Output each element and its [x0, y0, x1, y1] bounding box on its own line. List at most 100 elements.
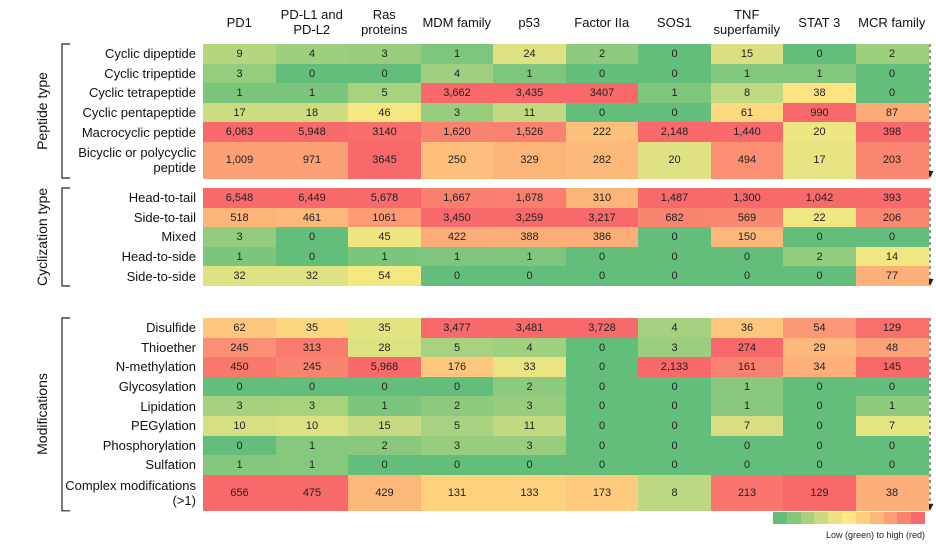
heat-cell: 35: [275, 318, 349, 339]
heat-cell: 3,217: [565, 207, 639, 228]
heat-cell: 0: [638, 246, 711, 267]
heat-cell: 1: [710, 396, 784, 417]
heat-cell: 1,042: [783, 188, 856, 209]
heat-cell: 18: [275, 102, 349, 123]
row-label: Phosphorylation: [102, 437, 196, 453]
heat-cell: 6,449: [275, 188, 349, 209]
heat-cell: 3,662: [420, 83, 494, 104]
heat-cell: 310: [565, 188, 639, 209]
heat-cell: 0: [638, 435, 711, 456]
group-bracket: [61, 43, 70, 179]
heat-cell: 1,487: [638, 188, 711, 209]
heat-cell: 8: [710, 83, 784, 104]
heat-cell: 386: [565, 227, 639, 248]
heat-cell: 0: [710, 455, 784, 476]
heat-cell: 475: [275, 474, 349, 512]
heat-cell: 2,133: [638, 357, 711, 378]
legend-label: Low (green) to high (red): [825, 530, 925, 540]
column-header: MCR family: [858, 14, 926, 30]
heat-cell: 9: [203, 44, 276, 65]
heat-cell: 3: [203, 396, 276, 417]
heat-cell: 5,678: [348, 188, 421, 209]
row-label: Sulfation: [145, 457, 196, 473]
heat-cell: 38: [783, 83, 856, 104]
heat-cell: 6,548: [203, 188, 276, 209]
heat-cell: 161: [710, 357, 784, 378]
heat-cell: 77: [855, 266, 929, 287]
heat-cell: 222: [565, 122, 639, 143]
heat-cell: 0: [783, 376, 856, 397]
heat-cell: 0: [638, 416, 711, 437]
heat-cell: 1: [203, 246, 276, 267]
heat-cell: 1: [420, 246, 494, 267]
heat-cell: 46: [348, 102, 421, 123]
heat-cell: 213: [710, 474, 784, 512]
heat-cell: 429: [348, 474, 421, 512]
heat-cell: 1,526: [493, 122, 566, 143]
heat-cell: 62: [203, 318, 276, 339]
row-label: Complex modifications (>1): [65, 477, 196, 508]
column-header: MDM family: [422, 14, 492, 30]
heat-cell: 0: [710, 435, 784, 456]
heat-cell: 0: [783, 396, 856, 417]
heat-cell: 2: [783, 246, 856, 267]
heat-cell: 48: [855, 337, 929, 358]
heat-cell: 2: [855, 44, 929, 65]
heat-cell: 245: [275, 357, 349, 378]
heat-cell: 24: [493, 44, 566, 65]
heat-cell: 0: [565, 266, 639, 287]
heat-cell: 0: [203, 435, 276, 456]
heat-cell: 54: [783, 318, 856, 339]
heat-cell: 1: [710, 376, 784, 397]
heat-cell: 3,450: [420, 207, 494, 228]
heat-cell: 3: [420, 435, 494, 456]
heat-cell: 0: [275, 246, 349, 267]
heat-cell: 0: [855, 227, 929, 248]
heat-cell: 1: [275, 435, 349, 456]
heat-cell: 4: [275, 44, 349, 65]
column-header: Ras proteins: [361, 7, 408, 37]
heat-cell: 7: [855, 416, 929, 437]
heat-cell: 4: [420, 63, 494, 84]
heat-cell: 3: [203, 227, 276, 248]
heat-cell: 15: [348, 416, 421, 437]
heat-cell: 176: [420, 357, 494, 378]
heat-cell: 682: [638, 207, 711, 228]
heat-cell: 3140: [348, 122, 421, 143]
heat-cell: 0: [638, 227, 711, 248]
row-label: PEGylation: [130, 418, 196, 434]
row-label: Head-to-tail: [128, 190, 196, 206]
heat-cell: 1: [493, 246, 566, 267]
row-label: Cyclic pentapeptide: [82, 105, 196, 121]
heat-cell: 0: [565, 63, 639, 84]
heat-cell: 3,481: [493, 318, 566, 339]
heat-cell: 450: [203, 357, 276, 378]
heat-cell: 0: [638, 376, 711, 397]
heat-cell: 33: [493, 357, 566, 378]
column-header: Factor IIa: [574, 14, 630, 30]
heat-cell: 0: [565, 357, 639, 378]
heat-cell: 32: [275, 266, 349, 287]
group-label: Modifications: [34, 373, 50, 456]
heat-cell: 656: [203, 474, 276, 512]
heat-cell: 0: [855, 455, 929, 476]
heat-cell: 0: [638, 266, 711, 287]
heat-cell: 3,259: [493, 207, 566, 228]
heat-cell: 1,009: [203, 142, 276, 179]
heat-cell: 393: [855, 188, 929, 209]
heat-cell: 20: [783, 122, 856, 143]
heat-cell: 3407: [565, 83, 639, 104]
heat-cell: 5: [420, 337, 494, 358]
heat-cell: 0: [203, 376, 276, 397]
heat-cell: 0: [565, 102, 639, 123]
row-label: Cyclic tripeptide: [104, 65, 196, 81]
row-label: Cyclic tetrapeptide: [89, 85, 196, 101]
heat-cell: 274: [710, 337, 784, 358]
heat-cell: 3: [275, 396, 349, 417]
row-label: Head-to-side: [121, 249, 196, 265]
row-label: Bicyclic or polycyclic peptide: [78, 145, 196, 175]
heat-cell: 0: [348, 63, 421, 84]
heat-cell: 1: [275, 83, 349, 104]
heat-cell: 1: [420, 44, 494, 65]
